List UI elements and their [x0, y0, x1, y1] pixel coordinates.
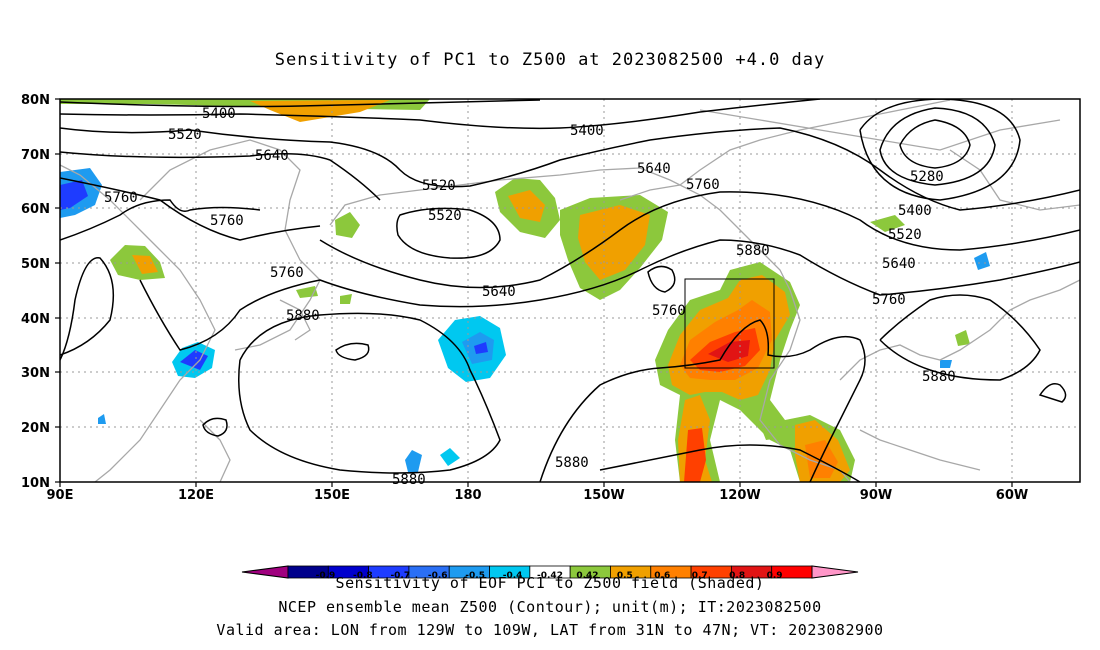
- colorbar: -0.9 -0.8 -0.7 -0.6 -0.5 -0.4 -0.42 0.42 0.5 0.6 0…: [241, 565, 859, 581]
- colorbar-tick-label: -0.4: [503, 571, 523, 581]
- footer-line-3: Valid area: LON from 129W to 109W, LAT f…: [216, 621, 884, 639]
- contour-label: 5880: [555, 455, 589, 471]
- footer-line-2: NCEP ensemble mean Z500 (Contour); unit(…: [278, 598, 822, 616]
- contour-label: 5760: [686, 177, 720, 193]
- colorbar-tick-label: -0.6: [428, 571, 448, 581]
- shaded-sensitivity-layer: [60, 99, 990, 482]
- contour-labels: 5400 5400 5520 5640 5520 5520 5760 5760 …: [104, 106, 956, 488]
- lon-label: 120W: [719, 488, 760, 503]
- z500-contours: [60, 99, 1080, 482]
- contour-label: 5280: [910, 169, 944, 185]
- footer-line-1: Sensitivity of EOF PC1 to Z500 field (Sh…: [335, 574, 765, 592]
- contour-label: 5400: [202, 106, 236, 122]
- longitude-labels: 90E 120E 150E 180 150W 120W 90W 60W: [47, 488, 1029, 503]
- lat-label: 10N: [21, 476, 50, 491]
- lat-label: 60N: [21, 202, 50, 217]
- lat-label: 20N: [21, 421, 50, 436]
- colorbar-tick-label: -0.8: [353, 571, 373, 581]
- colorbar-tick-label: -0.7: [390, 571, 410, 581]
- contour-label: 5640: [255, 148, 289, 164]
- contour-label: 5760: [652, 303, 686, 319]
- lon-label: 90E: [47, 488, 74, 503]
- lat-label: 30N: [21, 366, 50, 381]
- colorbar-tick-label: -0.9: [316, 571, 336, 581]
- contour-label: 5520: [422, 178, 456, 194]
- contour-label: 5400: [898, 203, 932, 219]
- colorbar-tick-label: 0.7: [692, 571, 708, 581]
- contour-label: 5880: [922, 369, 956, 385]
- contour-label: 5520: [168, 127, 202, 143]
- contour-label: 5400: [570, 123, 604, 139]
- lon-label: 150W: [583, 488, 624, 503]
- lat-label: 80N: [21, 93, 50, 108]
- colorbar-tick-label: 0.8: [729, 571, 745, 581]
- map-title: Sensitivity of PC1 to Z500 at 2023082500…: [274, 50, 826, 70]
- colorbar-high-arrow: [811, 565, 859, 579]
- contour-label: 5640: [482, 284, 516, 300]
- colorbar-tick-label: 0.9: [767, 571, 783, 581]
- contour-label: 5640: [637, 161, 671, 177]
- contour-label: 5760: [872, 292, 906, 308]
- contour-label: 5760: [270, 265, 304, 281]
- lon-label: 180: [454, 488, 481, 503]
- lon-label: 120E: [178, 488, 214, 503]
- lat-label: 50N: [21, 257, 50, 272]
- lon-label: 150E: [314, 488, 350, 503]
- valid-area-box: [684, 278, 775, 369]
- contour-label: 5760: [210, 213, 244, 229]
- contour-label: 5880: [392, 472, 426, 488]
- colorbar-tick-label: -0.42: [537, 571, 563, 581]
- lat-label: 40N: [21, 312, 50, 327]
- contour-label: 5880: [736, 243, 770, 259]
- lon-label: 60W: [996, 488, 1028, 503]
- contour-label: 5520: [888, 227, 922, 243]
- axis-ticks: [55, 98, 1013, 487]
- contour-label: 5760: [104, 190, 138, 206]
- colorbar-tick-label: 0.5: [617, 571, 633, 581]
- colorbar-tick-label: 0.42: [576, 571, 598, 581]
- lon-label: 90W: [860, 488, 892, 503]
- contour-label: 5640: [882, 256, 916, 272]
- colorbar-tick-label: 0.6: [654, 571, 670, 581]
- latitude-labels: 80N 70N 60N 50N 40N 30N 20N 10N: [21, 93, 50, 491]
- map-frame: [59, 98, 1081, 483]
- lat-label: 70N: [21, 148, 50, 163]
- colorbar-tick-label: -0.5: [465, 571, 485, 581]
- contour-label: 5880: [286, 308, 320, 324]
- contour-label: 5520: [428, 208, 462, 224]
